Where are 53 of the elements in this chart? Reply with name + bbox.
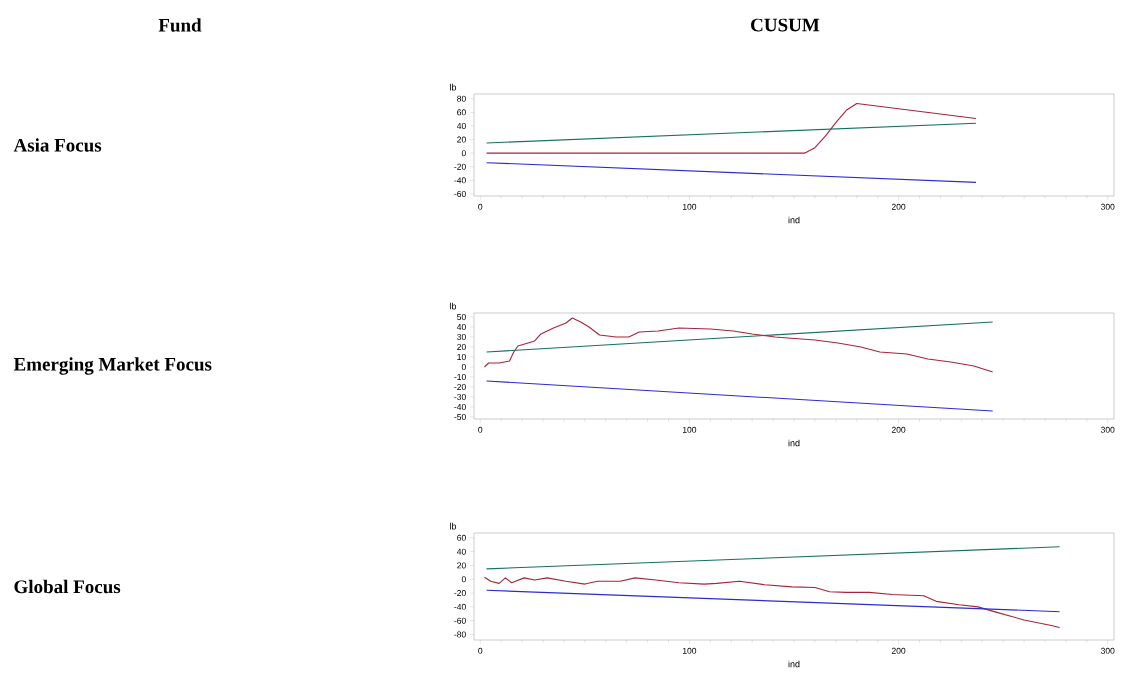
y-tick-label: 20 — [457, 343, 466, 350]
y-axis-title: lb — [450, 522, 457, 530]
y-tick-label: 10 — [457, 353, 466, 360]
y-tick-label: 40 — [456, 323, 466, 330]
x-tick-label: 0 — [478, 426, 483, 433]
y-tick-label: -80 — [454, 631, 466, 638]
y-tick-label: -10 — [454, 373, 466, 380]
y-tick-label: 40 — [456, 122, 466, 129]
y-tick-label: 60 — [457, 109, 466, 116]
y-tick-label: -60 — [454, 617, 466, 624]
text: CUSUM — [751, 18, 820, 32]
text: Global Focus — [14, 579, 121, 594]
line-series — [483, 576, 1061, 629]
y-tick-label: 20 — [457, 136, 466, 143]
line-series — [483, 317, 994, 373]
y-tick-label: 40 — [456, 548, 466, 555]
y-tick-label: 80 — [457, 95, 466, 102]
y-tick-label: -40 — [454, 603, 466, 610]
y-tick-label: -20 — [454, 383, 466, 390]
y-tick-label: -40 — [454, 403, 466, 410]
x-tick-label: 300 — [1100, 203, 1115, 210]
y-tick-label: 0 — [461, 363, 466, 370]
text: Fund — [158, 18, 202, 32]
y-axis-title: lb — [450, 302, 457, 310]
y-tick-label: -40 — [454, 177, 466, 184]
x-tick-label: 200 — [891, 647, 906, 654]
x-tick-label: 0 — [478, 203, 483, 210]
y-tick-label: -20 — [454, 163, 466, 170]
y-tick-label: 0 — [461, 150, 466, 157]
y-tick-label: -30 — [454, 393, 466, 400]
y-tick-label: 0 — [461, 576, 466, 583]
y-tick-label: 30 — [457, 333, 466, 340]
y-tick-label: -50 — [454, 413, 466, 420]
x-axis-title: ind — [788, 216, 800, 224]
x-tick-label: 300 — [1100, 426, 1115, 433]
text: Asia Focus — [13, 138, 102, 152]
text: Emerging Market Focus — [13, 357, 212, 375]
y-tick-label: 20 — [457, 562, 466, 569]
y-tick-label: -20 — [454, 590, 466, 597]
line-series — [486, 102, 977, 154]
x-axis-title: ind — [788, 660, 800, 668]
x-tick-label: 200 — [891, 203, 906, 210]
y-tick-label: 60 — [457, 534, 466, 541]
y-axis-title: lb — [450, 83, 457, 91]
y-tick-label: -60 — [454, 190, 466, 197]
x-tick-label: 200 — [891, 426, 906, 433]
x-tick-label: 100 — [682, 426, 697, 433]
x-tick-label: 0 — [478, 647, 483, 654]
x-tick-label: 100 — [682, 203, 697, 210]
x-tick-label: 100 — [682, 647, 697, 654]
x-axis-title: ind — [788, 439, 800, 447]
y-tick-label: 50 — [457, 313, 466, 320]
x-tick-label: 300 — [1100, 647, 1115, 654]
